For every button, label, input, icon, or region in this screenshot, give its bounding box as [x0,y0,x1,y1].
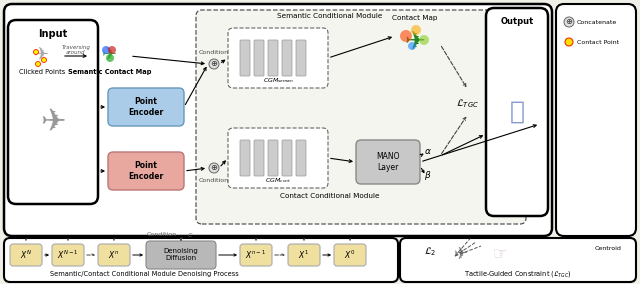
Text: 🫱: 🫱 [509,100,525,124]
FancyBboxPatch shape [288,244,320,266]
Text: ✈: ✈ [40,108,66,137]
Circle shape [35,62,40,66]
Text: Centroid: Centroid [595,245,621,250]
Circle shape [411,25,421,35]
Text: Concatenate: Concatenate [577,20,617,24]
Circle shape [42,57,47,62]
Circle shape [564,17,574,27]
Text: ✈: ✈ [404,30,426,54]
Circle shape [106,54,114,62]
FancyBboxPatch shape [228,128,328,188]
FancyBboxPatch shape [556,4,636,236]
FancyBboxPatch shape [254,40,264,76]
Text: Semantic/Contact Conditional Module Denoising Process: Semantic/Contact Conditional Module Deno… [50,271,238,277]
FancyBboxPatch shape [4,4,552,236]
Text: Clicked Points: Clicked Points [19,69,65,75]
Text: $X^n$: $X^n$ [108,250,120,260]
Circle shape [408,42,416,50]
Text: $X^{n-1}$: $X^{n-1}$ [246,249,266,261]
FancyBboxPatch shape [10,244,42,266]
FancyBboxPatch shape [52,244,84,266]
Text: ☞: ☞ [493,245,508,263]
Text: $X^1$: $X^1$ [298,249,310,261]
FancyBboxPatch shape [196,10,526,224]
Text: Condition: Condition [199,49,229,55]
Text: $CGM_{cont}$: $CGM_{cont}$ [265,177,291,185]
Circle shape [209,59,219,69]
Text: Contact Point: Contact Point [577,39,619,45]
Circle shape [108,46,116,54]
FancyBboxPatch shape [268,140,278,176]
FancyBboxPatch shape [228,28,328,88]
Text: Semantic Conditional Module: Semantic Conditional Module [277,13,383,19]
FancyBboxPatch shape [240,40,250,76]
Text: $\beta$: $\beta$ [424,170,432,183]
FancyBboxPatch shape [400,238,636,282]
FancyBboxPatch shape [296,140,306,176]
Text: $\alpha$: $\alpha$ [424,147,432,156]
Circle shape [209,163,219,173]
FancyBboxPatch shape [296,40,306,76]
FancyBboxPatch shape [254,140,264,176]
Text: $\mathcal{L}_{TGC}$: $\mathcal{L}_{TGC}$ [456,98,479,110]
FancyBboxPatch shape [4,238,398,282]
Text: Tactile-Guided Constraint ($\mathcal{L}_{TGC}$): Tactile-Guided Constraint ($\mathcal{L}_… [464,269,572,279]
Text: Traversing
around: Traversing around [61,45,90,55]
Text: Point
Encoder: Point Encoder [129,97,164,117]
Circle shape [102,46,110,54]
Text: $\oplus$: $\oplus$ [210,164,218,172]
FancyBboxPatch shape [486,8,548,216]
Text: Input: Input [38,29,68,39]
FancyBboxPatch shape [268,40,278,76]
Circle shape [400,30,412,42]
Text: Contact Map: Contact Map [392,15,438,21]
Circle shape [33,49,38,55]
FancyBboxPatch shape [282,40,292,76]
FancyBboxPatch shape [108,88,184,126]
Text: $X^0$: $X^0$ [344,249,356,261]
FancyBboxPatch shape [356,140,420,184]
Text: Denoising
Diffusion: Denoising Diffusion [164,248,198,262]
FancyBboxPatch shape [334,244,366,266]
FancyBboxPatch shape [146,241,216,269]
FancyBboxPatch shape [8,20,98,204]
FancyBboxPatch shape [108,152,184,190]
Text: $C$: $C$ [187,231,193,239]
FancyBboxPatch shape [240,140,250,176]
Text: Output: Output [500,18,534,26]
Text: ✈: ✈ [453,245,467,263]
Text: $\oplus$: $\oplus$ [210,60,218,68]
Text: $X^{N-1}$: $X^{N-1}$ [57,249,79,261]
Text: Contact Conditional Module: Contact Conditional Module [280,193,380,199]
Text: Semantic Contact Map: Semantic Contact Map [68,69,152,75]
Text: $\mathcal{L}_2$: $\mathcal{L}_2$ [424,246,436,258]
Circle shape [419,35,429,45]
Text: MANO
Layer: MANO Layer [376,152,400,172]
FancyBboxPatch shape [240,244,272,266]
Text: Condition: Condition [199,178,229,183]
FancyBboxPatch shape [282,140,292,176]
Text: Point
Encoder: Point Encoder [129,161,164,181]
Text: Condition: Condition [147,233,177,237]
FancyBboxPatch shape [98,244,130,266]
Text: $\oplus$: $\oplus$ [565,18,573,26]
Text: $CGM_{seman}$: $CGM_{seman}$ [262,77,294,85]
Text: ✈: ✈ [35,47,49,65]
Circle shape [565,38,573,46]
Text: $X^N$: $X^N$ [20,249,32,261]
Text: ✈: ✈ [102,47,118,65]
